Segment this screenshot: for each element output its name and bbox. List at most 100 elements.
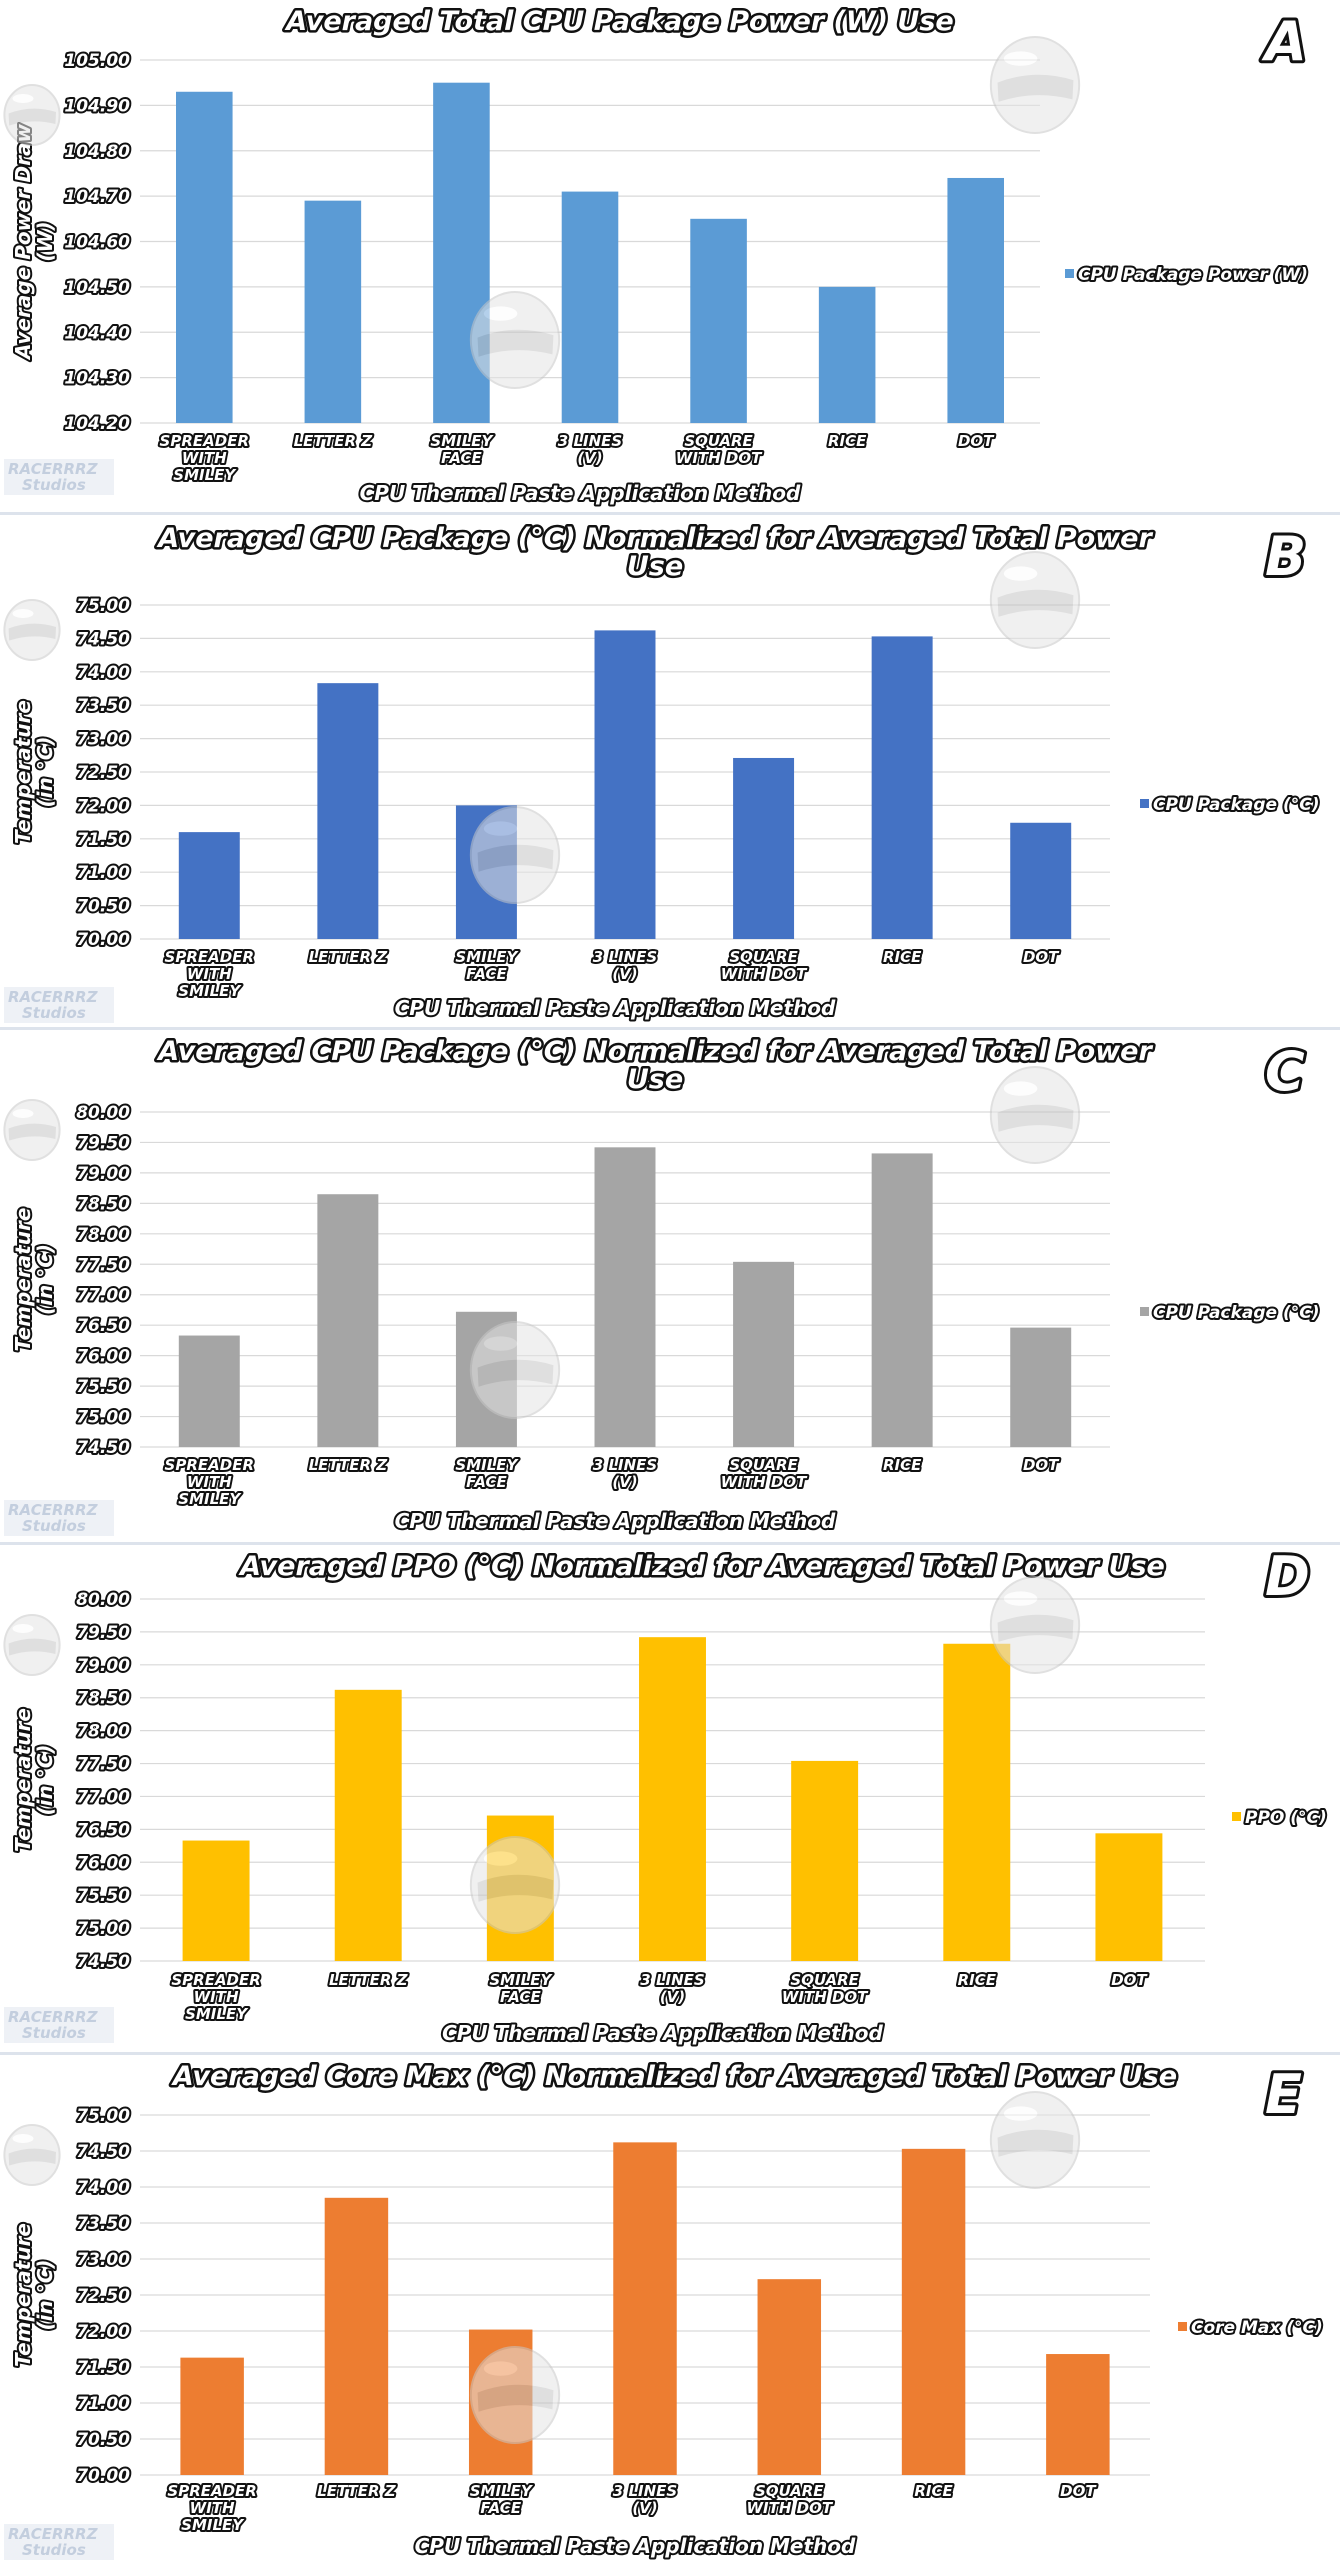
x-tick-label-line: DOT [1023, 1456, 1060, 1474]
y-tick-label: 70.50 [76, 897, 130, 917]
watermark-box [4, 987, 114, 1023]
helmet-shell [989, 1066, 1081, 1164]
x-tick-label: SQUARE WITH DOT [721, 1456, 808, 1491]
x-tick-label-line: 3 LINES [593, 948, 657, 966]
x-tick-label-line: DOT [1060, 2482, 1097, 2500]
chart-title-line: Averaged CPU Package (°C) Normalized for… [156, 523, 1153, 554]
y-tick-label: 75.00 [76, 2106, 130, 2126]
y-tick-label: 73.50 [76, 2214, 130, 2234]
x-tick-label: 3 LINES (V) [640, 1971, 704, 2006]
helmet-watermark-icon [989, 2091, 1081, 2189]
helmet-shell [469, 1321, 561, 1419]
y-axis-label-line: Temperature [11, 700, 35, 844]
watermark-line2: Studios [22, 476, 86, 494]
x-tick-label-line: SPREADER [160, 432, 249, 450]
x-tick-label-line: LETTER Z [309, 1456, 389, 1474]
chart-title-line: Averaged PPO (°C) Normalized for Average… [238, 1551, 1165, 1582]
x-tick-label-line: 3 LINES [640, 1971, 704, 1989]
legend-swatch [1140, 799, 1149, 808]
y-tick-label: 72.50 [76, 2286, 130, 2306]
x-tick-label-line: SPREADER [171, 1971, 260, 1989]
y-tick-label: 104.70 [64, 187, 130, 207]
legend-label: CPU Package (°C) [1153, 795, 1320, 815]
x-tick-label: SMILEY FACE [489, 1971, 553, 2006]
x-tick-label: 3 LINES (V) [593, 1456, 657, 1491]
x-tick-label-line: (V) [632, 2499, 657, 2517]
x-tick-label-line: RICE [883, 948, 922, 966]
watermark-line1: RACERRRZ [8, 988, 99, 1006]
x-tick-label-line: SMILEY [470, 2482, 534, 2500]
bar [561, 191, 619, 423]
x-tick-label-line: RICE [828, 432, 867, 450]
chart-panel-b: Averaged CPU Package (°C) Normalized for… [0, 515, 1340, 1027]
chart-title: Averaged CPU Package (°C) Normalized for… [156, 523, 1153, 582]
y-tick-label: 74.50 [76, 629, 130, 649]
y-tick-label: 104.80 [64, 142, 130, 162]
bar [1046, 2354, 1110, 2475]
helmet-highlight [12, 1624, 34, 1633]
legend-label: CPU Package Power (W) [1078, 265, 1308, 285]
y-tick-label: 104.40 [64, 323, 130, 343]
x-tick-label-line: SMILEY [455, 1456, 519, 1474]
x-tick-label-line: (V) [660, 1988, 685, 2006]
bar [690, 218, 747, 423]
watermark-line1: RACERRRZ [8, 460, 99, 478]
helmet-shell [989, 2091, 1081, 2189]
helmet-highlight [1003, 1591, 1038, 1606]
x-tick-label-line: LETTER Z [329, 1971, 409, 1989]
helmet-shell [469, 1836, 561, 1934]
legend-label: CPU Package (°C) [1153, 1303, 1320, 1323]
chart-title-line: Use [627, 551, 683, 582]
panel-divider [0, 512, 1340, 515]
helmet-watermark-icon [989, 1576, 1081, 1674]
x-axis-label: CPU Thermal Paste Application Method [442, 2021, 883, 2045]
x-tick-label: SPREADER WITH SMILEY [160, 432, 249, 484]
helmet-highlight [1003, 51, 1038, 66]
x-tick-label-line: FACE [441, 449, 482, 467]
y-axis-label-line: Temperature [11, 1208, 35, 1352]
chart-panel-c: Averaged CPU Package (°C) Normalized for… [0, 1030, 1340, 1542]
watermark-box [4, 1500, 114, 1536]
chart-panel-e: Averaged Core Max (°C) Normalized for Av… [0, 2055, 1340, 2560]
helmet-visor [997, 74, 1074, 102]
helmet-highlight [483, 821, 518, 836]
x-tick-label: LETTER Z [329, 1971, 409, 1989]
watermark-line2: Studios [22, 1517, 86, 1535]
watermark-line1: RACERRRZ [8, 2008, 99, 2026]
x-tick-label-line: 3 LINES [593, 1456, 657, 1474]
helmet-shell [989, 551, 1081, 649]
helmet-visor [477, 329, 554, 357]
helmet-watermark-icon [989, 551, 1081, 649]
x-tick-label: SMILEY FACE [430, 432, 494, 467]
y-tick-label: 78.00 [76, 1722, 130, 1742]
helmet-shell [469, 806, 561, 904]
watermark-line2: Studios [22, 2541, 86, 2559]
chart-panel-d: Averaged PPO (°C) Normalized for Average… [0, 1542, 1340, 2052]
helmet-highlight [1003, 2106, 1038, 2121]
y-tick-label: 77.50 [76, 1755, 130, 1775]
y-tick-label: 70.50 [76, 2430, 130, 2450]
y-tick-label: 71.00 [76, 2394, 130, 2414]
helmet-highlight [12, 1109, 34, 1118]
x-tick-label-line: SQUARE [755, 2482, 824, 2500]
y-tick-label: 79.00 [76, 1164, 130, 1184]
x-tick-label-line: (V) [612, 965, 637, 983]
x-tick-label-line: SQUARE [790, 1971, 859, 1989]
y-tick-label: 77.00 [76, 1787, 130, 1807]
x-tick-label: DOT [1023, 1456, 1060, 1474]
y-tick-label: 77.00 [76, 1286, 130, 1306]
bar [1095, 1833, 1163, 1961]
watermark-box [4, 2524, 114, 2560]
panel-letter: E [1265, 2063, 1302, 2126]
x-tick-label: SPREADER WITH SMILEY [165, 948, 254, 1000]
x-tick-label-line: SMILEY [178, 1490, 242, 1508]
y-tick-label: 76.00 [76, 1347, 130, 1367]
x-tick-label-line: SPREADER [165, 1456, 254, 1474]
x-tick-label-line: WITH [182, 449, 227, 467]
bar [594, 1147, 656, 1447]
x-tick-label: DOT [1023, 948, 1060, 966]
y-axis-label: Temperature(in °C) [11, 1708, 57, 1852]
bar [613, 2142, 677, 2475]
x-tick-label-line: SMILEY [185, 2005, 249, 2023]
helmet-watermark-icon [3, 2124, 61, 2186]
